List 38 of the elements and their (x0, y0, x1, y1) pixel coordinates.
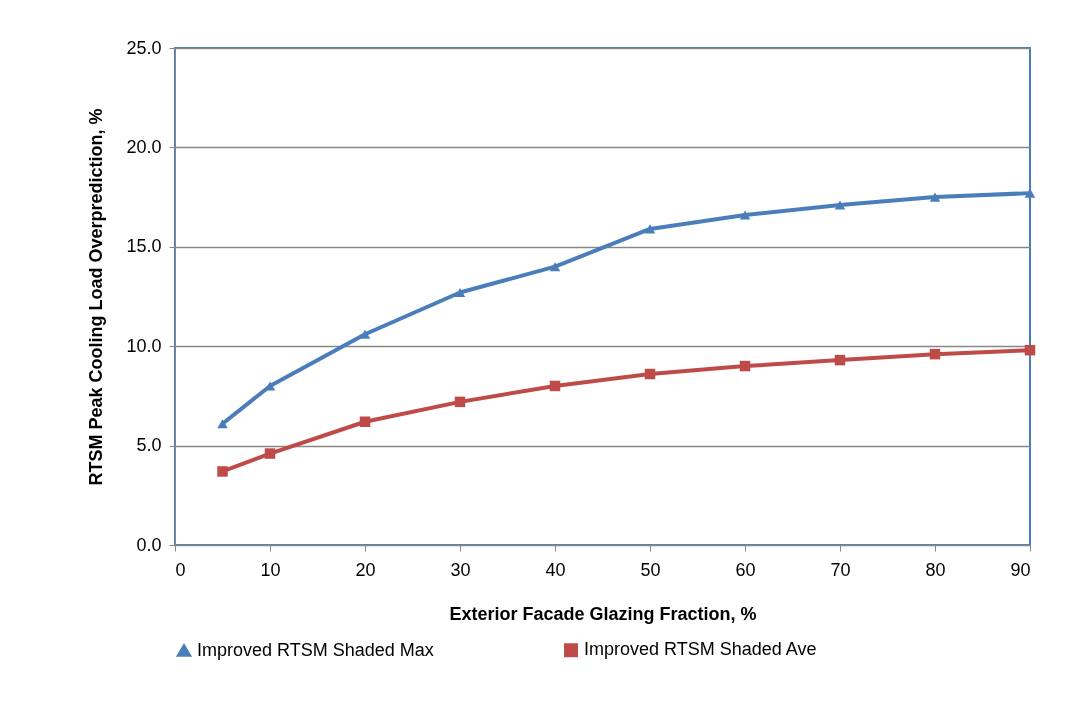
point (1024, 344, 1036, 356)
x-tick-label: 10 (260, 559, 281, 580)
point (549, 380, 561, 392)
y-axis-title: RTSM Peak Cooling Load Overprediction, % (86, 108, 107, 486)
point (834, 200, 846, 210)
point (359, 329, 371, 339)
x-tick-label: 60 (735, 559, 756, 580)
point (644, 368, 656, 380)
legend-label: Improved RTSM Shaded Ave (584, 639, 817, 660)
point (739, 360, 751, 372)
y-tick-label: 5.0 (136, 435, 162, 456)
point (217, 419, 228, 429)
point (644, 224, 656, 234)
point (454, 396, 466, 408)
x-tick-label: 80 (925, 559, 946, 580)
y-tick-label: 10.0 (126, 335, 162, 356)
x-tick-label: 0 (175, 559, 186, 580)
point (929, 348, 941, 360)
point (264, 448, 276, 459)
point (454, 287, 466, 298)
y-tick-label: 0.0 (136, 534, 162, 555)
legend-label: Improved RTSM Shaded Max (197, 639, 434, 660)
x-tick-label: 50 (640, 559, 661, 580)
y-tick-label: 25.0 (126, 37, 162, 58)
y-tick-label: 15.0 (126, 236, 162, 257)
point (929, 192, 941, 202)
x-tick-label: 70 (830, 559, 851, 580)
point (834, 354, 846, 366)
x-tick-label: 90 (1010, 559, 1031, 580)
x-tick-label: 40 (545, 559, 566, 580)
point (739, 210, 751, 220)
point (359, 416, 371, 427)
x-axis-title: Exterior Facade Glazing Fraction, % (449, 603, 757, 624)
x-tick-label: 20 (355, 559, 376, 580)
point (549, 262, 561, 272)
x-tick-label: 30 (450, 559, 471, 580)
y-tick-label: 20.0 (126, 136, 162, 157)
point (217, 466, 228, 477)
